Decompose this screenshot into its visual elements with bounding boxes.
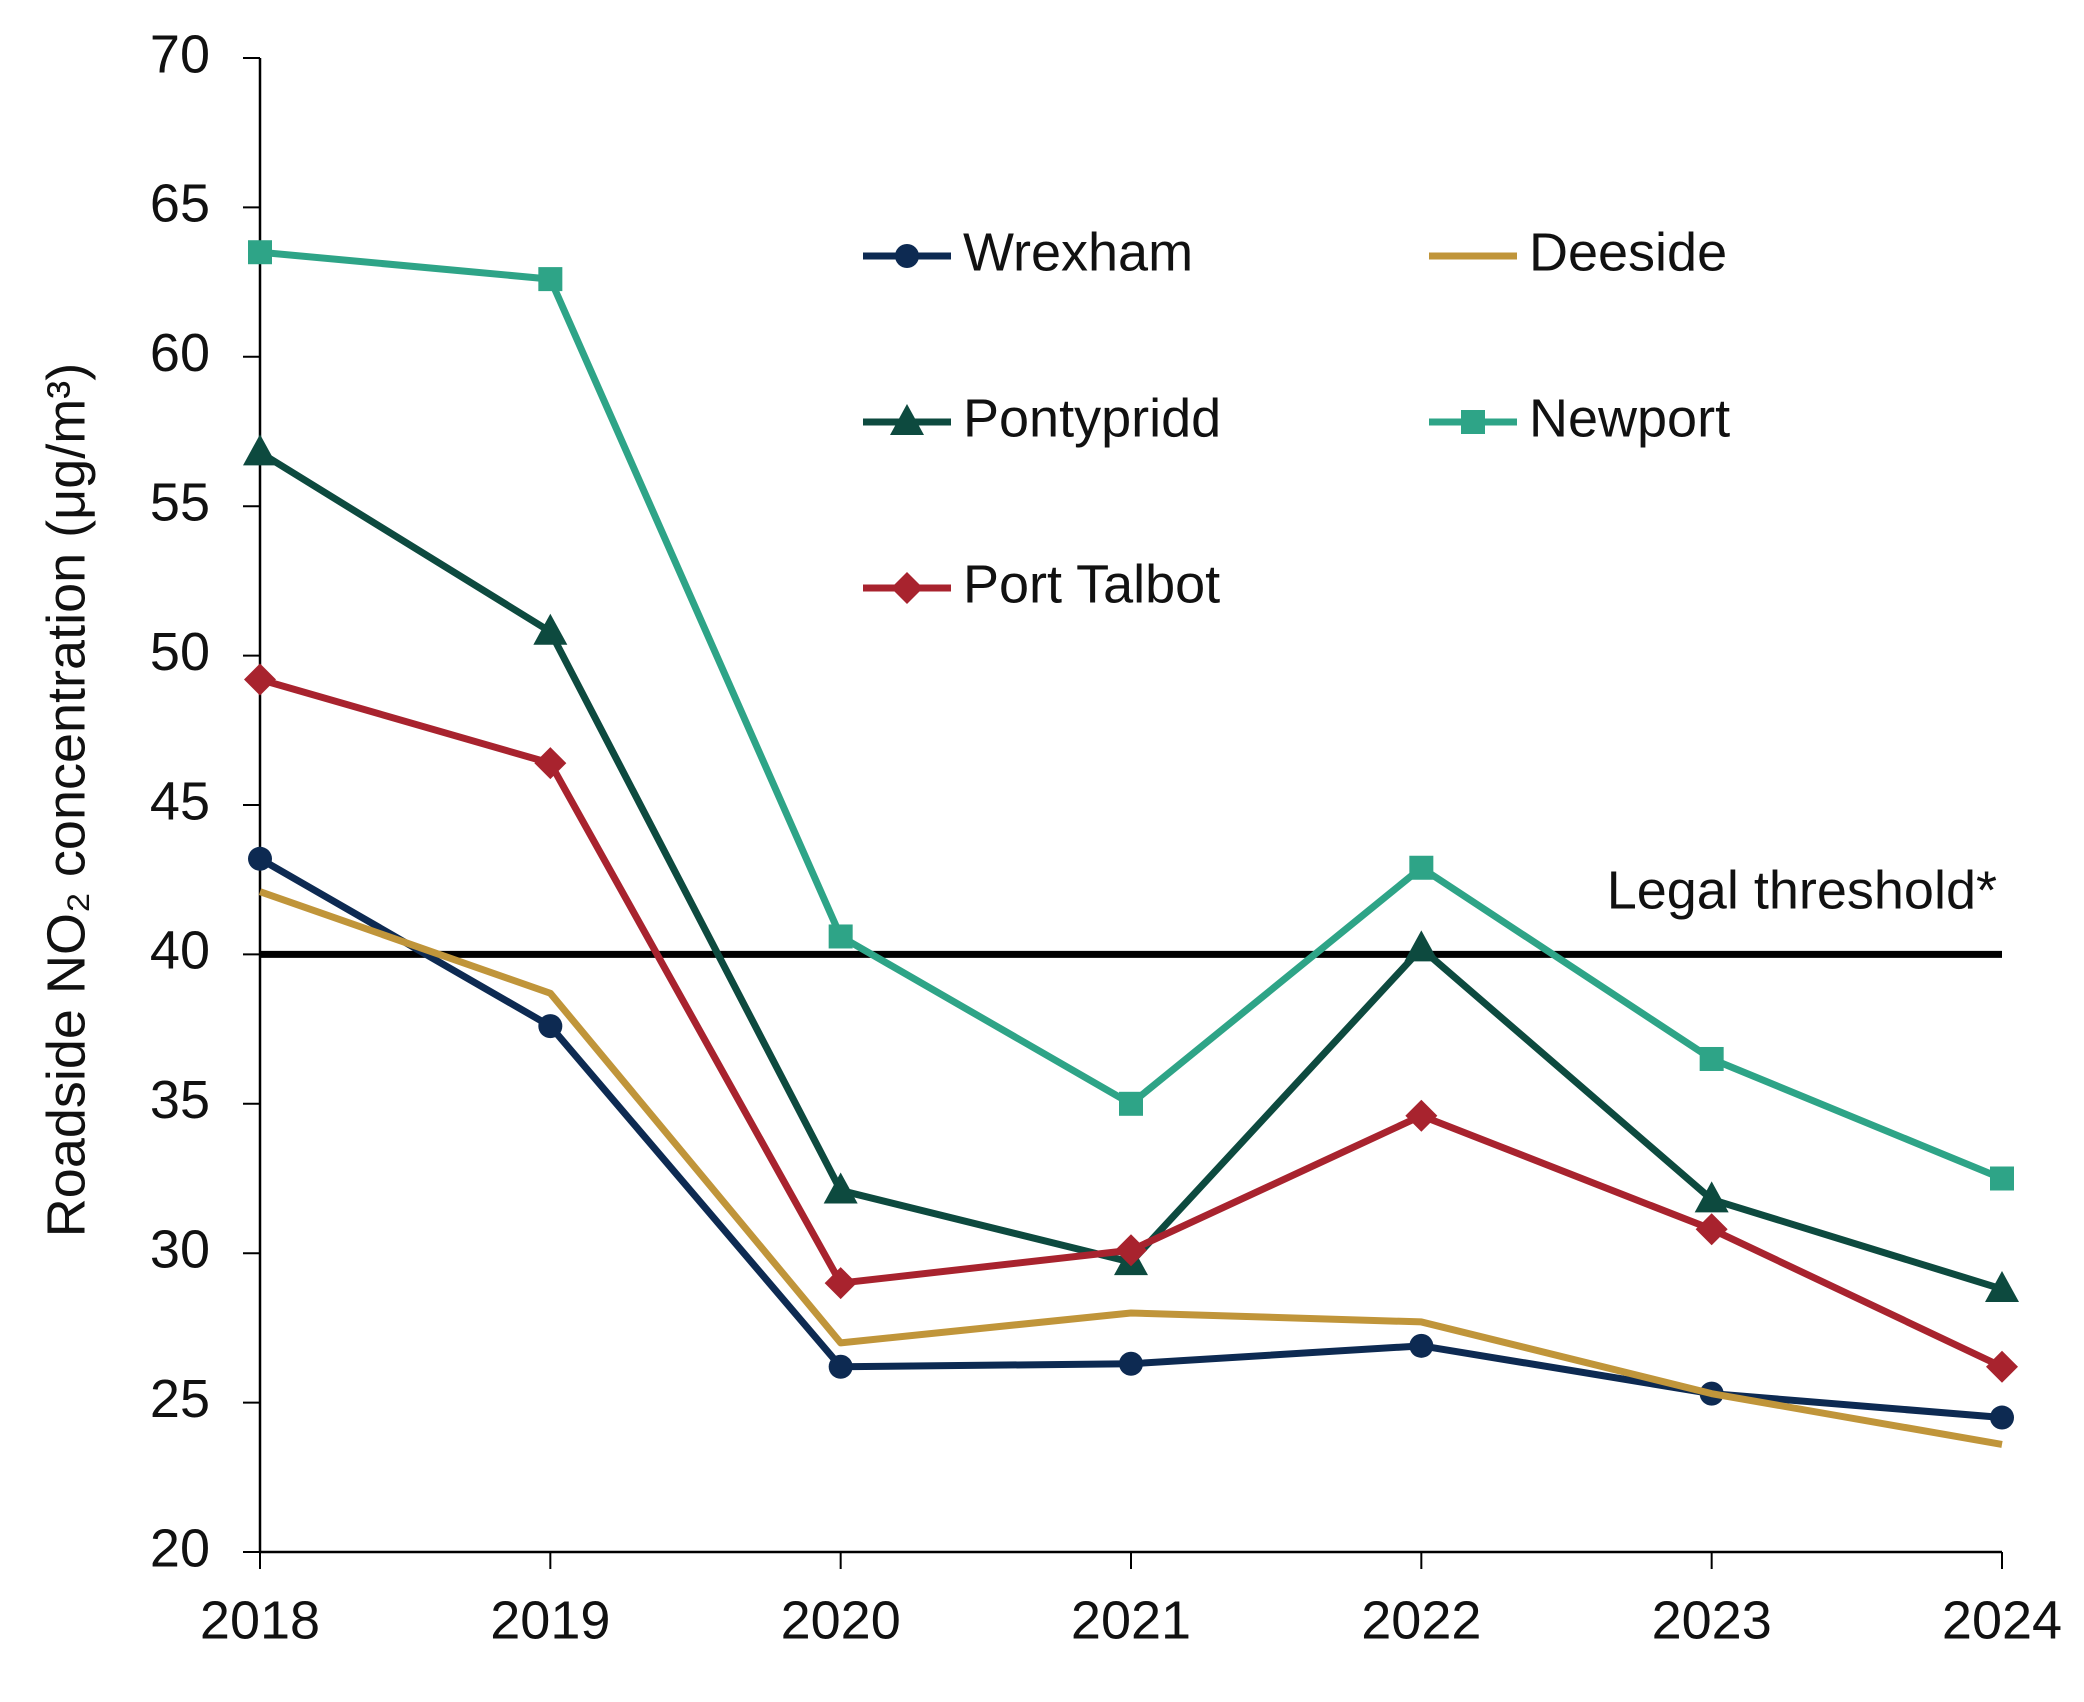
marker [538,267,563,292]
marker [891,572,923,604]
x-tick-label: 2022 [1361,1590,1481,1650]
marker [1405,1099,1438,1132]
marker [1986,1350,2018,1383]
x-tick-label: 2023 [1652,1590,1772,1650]
marker [1694,1181,1729,1213]
x-tick-label: 2020 [781,1590,901,1650]
y-tick-label: 25 [150,1369,210,1429]
marker [1985,1271,2019,1303]
marker [538,1014,563,1039]
marker [243,434,277,466]
y-axis-label: Roadside NO₂ concentration (μg/m³) [36,363,96,1237]
marker [1409,1333,1434,1358]
series-line [258,855,2003,1422]
marker [1990,1405,2014,1430]
x-tick-label: 2021 [1071,1590,1191,1650]
marker [1699,1046,1724,1071]
legend-label: Port Talbot [963,554,1220,614]
marker [244,663,276,696]
legend-label: Pontypridd [963,388,1221,448]
marker [823,1172,858,1204]
x-tick-label: 2018 [200,1590,320,1650]
marker [1119,1091,1143,1116]
y-tick-label: 60 [150,323,210,383]
marker [890,404,924,435]
y-tick-label: 55 [150,472,210,532]
marker [1115,1234,1147,1267]
x-tick-label: 2024 [1942,1590,2062,1650]
marker [248,846,272,871]
marker [533,613,568,645]
marker [1119,1351,1143,1376]
y-tick-label: 65 [150,174,210,234]
marker [534,747,567,780]
threshold-label: Legal threshold* [1607,861,1997,921]
y-tick-label: 50 [150,622,210,682]
marker [1409,855,1434,880]
x-tick-label: 2019 [490,1590,610,1650]
marker [1695,1213,1728,1246]
y-tick-label: 35 [150,1070,210,1130]
y-tick-label: 45 [150,771,210,831]
marker [828,1354,853,1379]
marker [824,1267,857,1300]
legend-label: Newport [1529,388,1730,448]
marker [1404,930,1439,962]
y-tick-label: 30 [150,1219,210,1279]
marker [1461,410,1485,434]
y-tick-label: 40 [150,921,210,981]
marker [248,240,272,265]
marker [1990,1166,2014,1191]
series-line [258,888,2003,1448]
y-tick-label: 20 [150,1518,210,1578]
marker [895,244,919,268]
y-tick-label: 70 [150,24,210,84]
legend-label: Deeside [1529,222,1727,282]
legend-label: Wrexham [963,222,1193,282]
marker [828,924,853,949]
